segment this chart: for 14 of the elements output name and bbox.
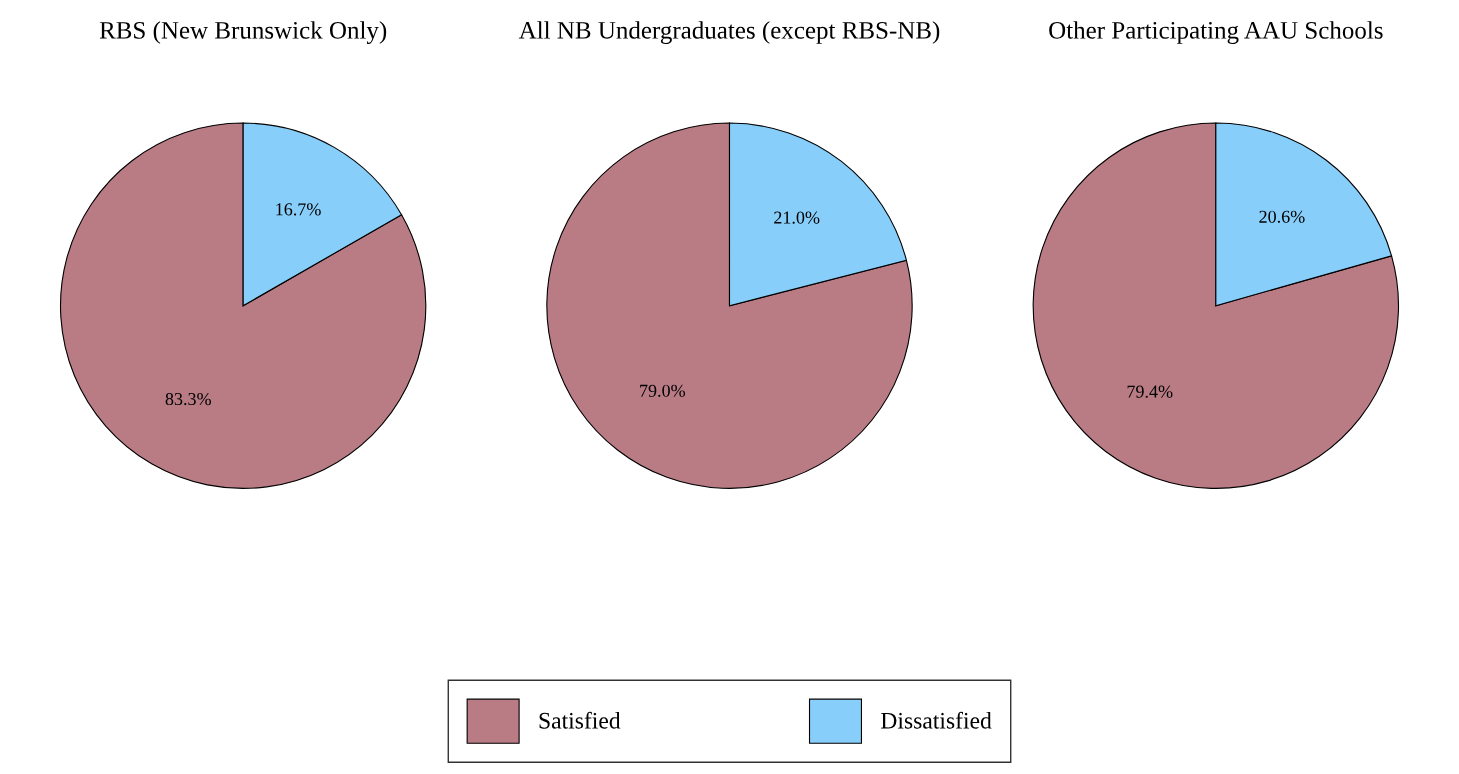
- chart-title: RBS (New Brunswick Only): [99, 21, 387, 44]
- data-label: 79.0%: [640, 384, 686, 397]
- data-label: 83.3%: [165, 392, 211, 406]
- data-label: 21.0%: [774, 211, 820, 224]
- data-label: 20.6%: [1259, 210, 1305, 223]
- pie-slice: [546, 122, 913, 489]
- legend-label: Satisfied: [539, 711, 621, 729]
- pie-slice: [1032, 122, 1400, 489]
- chart-title: Other Participating AAU Schools: [1049, 21, 1383, 44]
- pie-slice: [59, 122, 427, 489]
- data-label: 79.4%: [1127, 385, 1173, 398]
- chart-title: All NB Undergraduates (except RBS-NB): [518, 21, 940, 44]
- legend-label: Dissatisfied: [881, 711, 992, 729]
- data-label: 16.7%: [276, 203, 321, 216]
